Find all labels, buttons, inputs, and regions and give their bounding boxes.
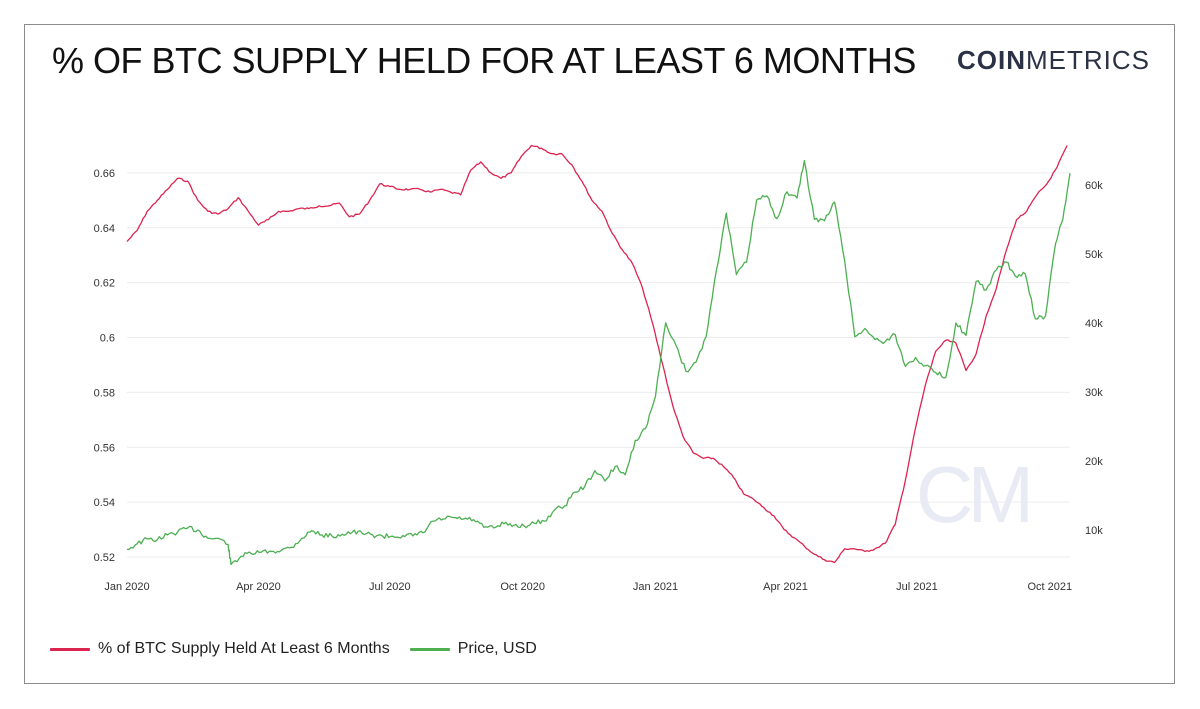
series-line-price — [127, 160, 1071, 566]
x-axis: Jan 2020 Apr 2020 Jul 2020 Oct 2020 Jan 2021… — [104, 581, 1072, 593]
chart-frame — [24, 24, 1175, 684]
x-tick-label: Jan 2021 — [633, 581, 678, 593]
brand-logo-bold: COIN — [957, 45, 1026, 75]
y-left-tick-label: 0.64 — [94, 223, 115, 235]
y-left-tick-label: 0.56 — [94, 442, 115, 454]
x-tick-label: Apr 2020 — [236, 581, 281, 593]
x-tick-label: Jul 2020 — [369, 581, 411, 593]
y-left-tick-label: 0.58 — [94, 387, 115, 399]
chart-grid — [127, 172, 1070, 558]
series-lines — [126, 144, 1071, 566]
x-tick-label: Oct 2020 — [500, 581, 545, 593]
y-right-tick-label: 50k — [1085, 249, 1103, 261]
legend-swatch-supply — [50, 647, 90, 651]
y-right-tick-label: 40k — [1085, 318, 1103, 330]
y-right-tick-label: 60k — [1085, 180, 1103, 192]
cm-watermark: CM — [916, 450, 1029, 539]
y-left-tick-label: 0.66 — [94, 168, 115, 180]
x-tick-label: Apr 2021 — [763, 581, 808, 593]
legend-swatch-price — [409, 647, 450, 651]
y-right-tick-label: 30k — [1085, 387, 1103, 399]
page-title: % OF BTC SUPPLY HELD FOR AT LEAST 6 MONT… — [52, 40, 916, 81]
brand-logo: COINMETRICS — [957, 45, 1150, 76]
y-left-tick-label: 0.52 — [94, 552, 115, 564]
x-tick-label: Jan 2020 — [104, 581, 149, 593]
legend-item-supply[interactable]: % of BTC Supply Held At Least 6 Months — [50, 640, 390, 658]
y-axis-left: 0.52 0.54 0.56 0.58 0.6 0.62 0.64 0.66 — [94, 168, 115, 564]
legend-label-supply: % of BTC Supply Held At Least 6 Months — [98, 640, 390, 657]
series-line-supply — [126, 144, 1068, 564]
legend-label-price: Price, USD — [457, 640, 537, 657]
y-left-tick-label: 0.6 — [100, 333, 115, 345]
brand-logo-light: METRICS — [1026, 45, 1150, 75]
y-left-tick-label: 0.54 — [94, 497, 115, 509]
y-right-tick-label: 20k — [1085, 456, 1103, 468]
x-tick-label: Jul 2021 — [896, 581, 938, 593]
legend: % of BTC Supply Held At Least 6 Months P… — [50, 640, 557, 658]
y-left-tick-label: 0.62 — [94, 278, 115, 290]
y-right-tick-label: 10k — [1085, 525, 1103, 537]
x-tick-label: Oct 2021 — [1027, 581, 1072, 593]
legend-item-price[interactable]: Price, USD — [409, 640, 537, 658]
y-axis-right: 10k 20k 30k 40k 50k 60k — [1085, 180, 1103, 537]
